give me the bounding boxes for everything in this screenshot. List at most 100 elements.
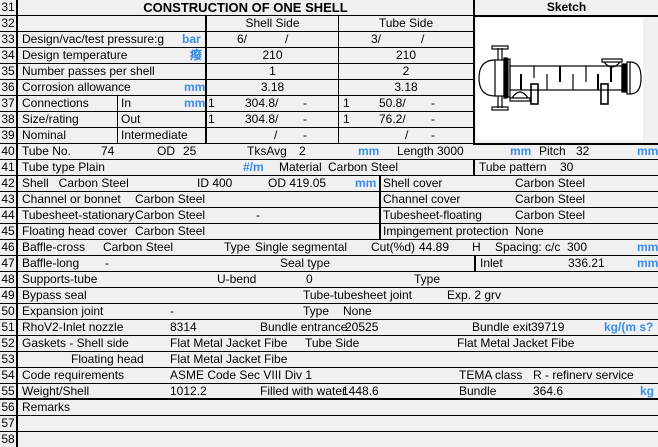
shell-out-size[interactable]: 304.8/ [245, 112, 279, 126]
tks-value[interactable]: 2 [299, 144, 306, 158]
tube-pattern[interactable]: 30 [560, 160, 574, 174]
channel-material[interactable]: Carbon Steel [135, 192, 206, 206]
shell-int-size[interactable]: / [274, 128, 278, 142]
tube-corrosion[interactable]: 3.18 [394, 80, 418, 94]
row-33[interactable]: 33 Design/vac/test pressure:g bar 6/ / 3… [0, 32, 473, 48]
rhov2-inlet[interactable]: 8314 [170, 320, 197, 334]
shell-in-rating[interactable]: - [303, 96, 307, 110]
tube-in-rating[interactable]: - [431, 96, 435, 110]
row-35[interactable]: 35 Number passes per shell 1 2 [0, 64, 473, 80]
ubend-value[interactable]: 0 [306, 272, 313, 286]
row-43[interactable]: 43 Channel or bonnet Carbon Steel Channe… [0, 192, 658, 208]
row-51[interactable]: 51 RhoV2-Inlet nozzle 8314 Bundle entran… [0, 320, 658, 336]
pitch-value[interactable]: 32 [576, 144, 590, 158]
shell-passes[interactable]: 1 [269, 64, 276, 78]
expansion-joint-type[interactable]: None [343, 304, 372, 318]
tube-design-temp[interactable]: 210 [395, 48, 417, 62]
gasket-tube-side[interactable]: Flat Metal Jacket Fibe [457, 336, 575, 350]
tube-material[interactable]: Carbon Steel [328, 160, 399, 174]
shell-corrosion[interactable]: 3.18 [260, 80, 285, 94]
row-53[interactable]: 53 Floating head Flat Metal Jacket Fibe [0, 352, 658, 368]
row-41[interactable]: 41 Tube type Plain #/m Material Carbon S… [0, 160, 658, 176]
shell-cover-material[interactable]: Carbon Steel [515, 176, 586, 190]
bundle-exit[interactable]: 39719 [531, 320, 565, 334]
bundle-weight[interactable]: 364.6 [533, 384, 564, 398]
row-50[interactable]: 50 Expansion joint - Type None [0, 304, 658, 320]
row-42[interactable]: 42 Shell Carbon Steel ID 400 OD 419.05 m… [0, 176, 658, 192]
row-57[interactable]: 57 [0, 416, 658, 432]
tube-out-rating[interactable]: - [431, 112, 435, 126]
shell-in-count[interactable]: 1 [208, 96, 215, 110]
shell-in-size[interactable]: 304.8/ [245, 96, 279, 110]
weight-filled-water[interactable]: 1448.6 [342, 384, 379, 398]
row-34[interactable]: 34 Design temperature 癈 210 210 [0, 48, 473, 64]
baffle-spacing[interactable]: 300 [567, 240, 588, 254]
row-47[interactable]: 47 Baffle-long - Seal type Inlet 336.21 … [0, 256, 658, 272]
shell-od[interactable]: OD 419.05 [268, 176, 327, 190]
od-value[interactable]: 25 [183, 144, 197, 158]
row-36[interactable]: 36 Corrosion allowance mm 3.18 3.18 [0, 80, 473, 96]
tube-in-size[interactable]: 50.8/ [379, 96, 406, 110]
shell-out-count[interactable]: 1 [208, 112, 215, 126]
shell-out-rating[interactable]: - [303, 112, 307, 126]
shell-int-rating[interactable]: - [303, 128, 307, 142]
baffle-type[interactable]: Single segmental [255, 240, 348, 254]
row-40[interactable]: 40 Tube No. 74 OD 25 TksAvg 2 mm Length … [0, 144, 658, 160]
weight-per-shell[interactable]: 1012.2 [170, 384, 207, 398]
tube-in-count[interactable]: 1 [343, 96, 350, 110]
tema-label: TEMA class [459, 368, 523, 382]
bundle-entrance[interactable]: 20525 [345, 320, 379, 334]
shell-design-pressure[interactable]: 6/ [237, 32, 248, 46]
gasket-floating-head[interactable]: Flat Metal Jacket Fibe [170, 352, 288, 366]
length-value[interactable]: 3000 [437, 144, 464, 158]
gasket-shell-side[interactable]: Flat Metal Jacket Fibe [170, 336, 288, 350]
row-37[interactable]: 37 Connections In mm 1 304.8/ - 1 50.8/ … [0, 96, 473, 112]
tube-design-pressure[interactable]: 3/ [371, 32, 382, 46]
baffle-long-value[interactable]: - [105, 256, 109, 270]
tubesheet-floating-material[interactable]: Carbon Steel [515, 208, 586, 222]
tubesheet-stationary-material[interactable]: Carbon Steel [135, 208, 206, 222]
row-58[interactable]: 58 [0, 432, 658, 447]
row-49[interactable]: 49 Bypass seal Tube-tubesheet joint Exp.… [0, 288, 658, 304]
tubesheet-extra[interactable]: - [256, 208, 260, 222]
shell-design-temp[interactable]: 210 [262, 48, 283, 62]
spacing-label: Spacing: c/c [495, 240, 561, 254]
row-45[interactable]: 45 Floating head cover Carbon Steel Impi… [0, 224, 658, 240]
tube-out-count[interactable]: 1 [343, 112, 350, 126]
unit: mm [637, 240, 658, 254]
tube-type[interactable]: Tube type Plain [22, 160, 105, 174]
inlet-value[interactable]: 336.21 [568, 256, 605, 270]
row-52[interactable]: 52 Gaskets - Shell side Flat Metal Jacke… [0, 336, 658, 352]
tube-test-pressure[interactable]: / [421, 32, 425, 46]
shell-id[interactable]: ID 400 [197, 176, 233, 190]
tube-out-size[interactable]: 76.2/ [379, 112, 406, 126]
label: Design temperature [22, 48, 128, 62]
row-46[interactable]: 46 Baffle-cross Carbon Steel Type Single… [0, 240, 658, 256]
channel-cover-material[interactable]: Carbon Steel [515, 192, 586, 206]
label: Supports-tube [22, 272, 98, 286]
row-38[interactable]: 38 Size/rating Out 1 304.8/ - 1 76.2/ - [0, 112, 473, 128]
tube-tubesheet-joint[interactable]: Exp. 2 grv [447, 288, 502, 302]
tema-class[interactable]: R - refinerv service [533, 368, 634, 382]
row-56[interactable]: 56 Remarks [0, 400, 658, 416]
tube-no-value[interactable]: 74 [101, 144, 115, 158]
row-39[interactable]: 39 Nominal Intermediate / - / - [0, 128, 473, 144]
shell-material[interactable]: Shell Carbon Steel [22, 176, 129, 190]
expansion-joint[interactable]: - [170, 304, 174, 318]
tube-passes[interactable]: 2 [402, 64, 410, 78]
baffle-cut[interactable]: 44.89 [419, 240, 450, 254]
row-48[interactable]: 48 Supports-tube U-bend 0 Type [0, 272, 658, 288]
tube-int-size[interactable]: / [405, 128, 409, 142]
row-54[interactable]: 54 Code requirements ASME Code Sec VIII … [0, 368, 658, 384]
baffle-material[interactable]: Carbon Steel [103, 240, 174, 254]
impingement-protection[interactable]: None [515, 224, 544, 238]
row-number: 39 [0, 128, 18, 143]
floating-head-cover-material[interactable]: Carbon Steel [135, 224, 206, 238]
code-requirements[interactable]: ASME Code Sec VIII Div 1 [170, 368, 313, 382]
row-55[interactable]: 55 Weight/Shell 1012.2 Filled with water… [0, 384, 658, 400]
tube-int-rating[interactable]: - [431, 128, 435, 142]
cut-orientation[interactable]: H [472, 240, 481, 254]
row-44[interactable]: 44 Tubesheet-stationary Carbon Steel - T… [0, 208, 658, 224]
shell-test-pressure[interactable]: / [285, 32, 289, 46]
row-number: 53 [0, 352, 18, 367]
